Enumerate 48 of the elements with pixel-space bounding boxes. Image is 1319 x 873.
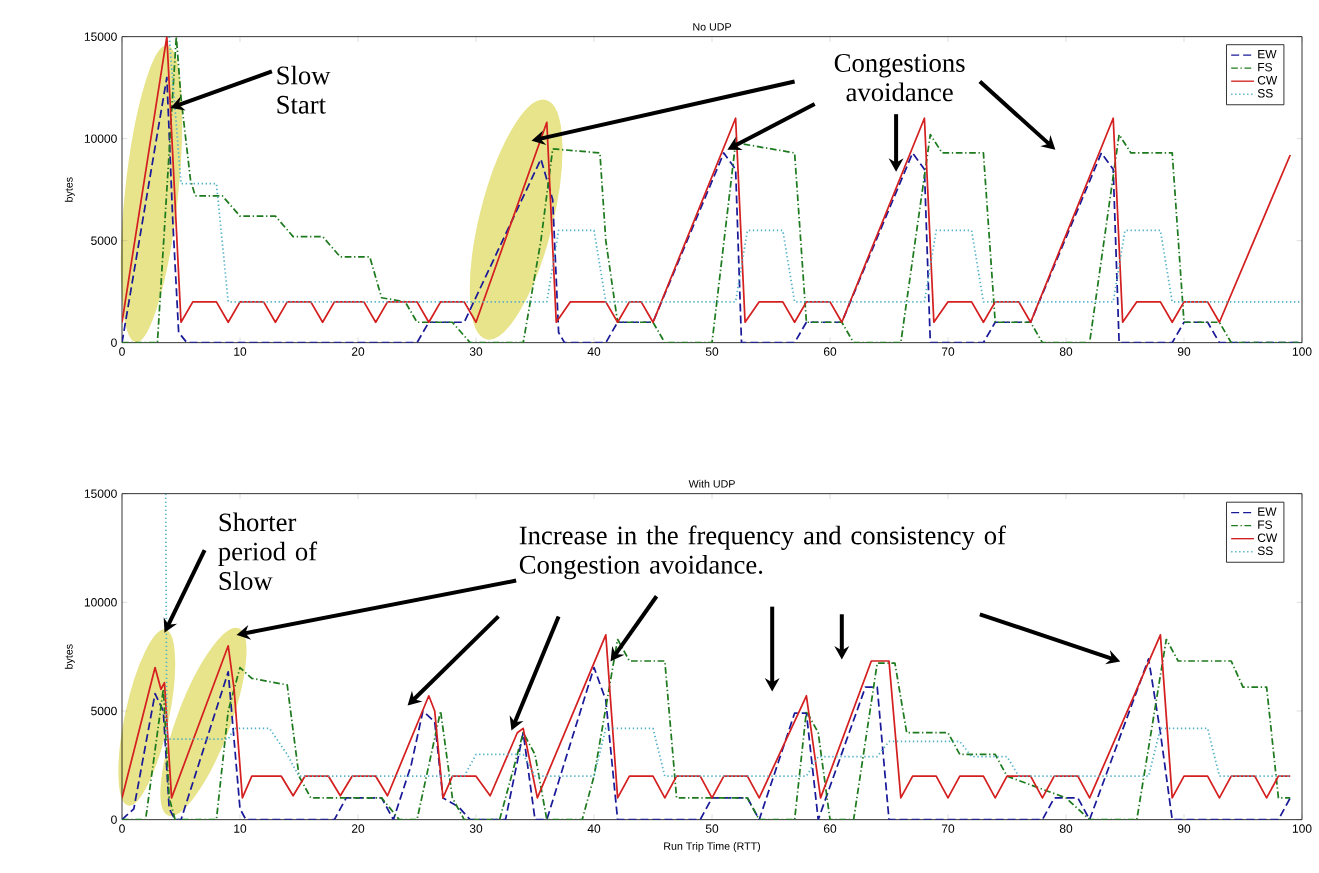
y-tick-label: 5000 (91, 236, 117, 245)
y-axis-title: bytes (64, 177, 75, 202)
x-tick-label: 90 (1177, 824, 1191, 833)
y-tick-label: 10000 (84, 134, 117, 143)
line-series (164, 493, 1292, 778)
y-tick-label: 5000 (91, 706, 117, 716)
x-tick-label: 20 (351, 347, 365, 356)
x-tick-label: 40 (587, 824, 601, 833)
annotation: Increase in the frequency and consistency of Congestion avoidance. (519, 525, 1006, 580)
legend-label: FS (1258, 520, 1273, 529)
x-tick-label: 10 (234, 347, 247, 356)
x-tick-label: 50 (705, 824, 719, 833)
legend-label: EW (1258, 507, 1277, 516)
legend-label: CW (1257, 75, 1278, 85)
annotation: Slow Start (277, 65, 331, 114)
x-tick-label: 60 (823, 824, 837, 833)
x-tick-label: 70 (941, 824, 955, 833)
x-tick-label: 20 (351, 824, 365, 833)
x-tick-label: 30 (469, 824, 483, 833)
x-tick-label: 10 (234, 824, 247, 833)
chart-title: No UDP (693, 23, 731, 31)
x-axis-title: Run Trip Time (RTT) (664, 842, 761, 852)
x-tick-label: 90 (1177, 347, 1191, 356)
y-tick-label: 15000 (84, 32, 117, 41)
x-tick-label: 80 (1059, 824, 1073, 833)
y-tick-label: 0 (111, 338, 117, 347)
legend-label: SS (1257, 546, 1273, 556)
x-tick-label: 100 (1292, 347, 1312, 356)
x-tick-label: 30 (469, 347, 483, 356)
chart-title: With UDP (688, 479, 735, 488)
y-axis-title: bytes (64, 644, 75, 669)
x-tick-label: 50 (705, 347, 719, 356)
y-tick-label: 15000 (84, 489, 117, 498)
legend-label: EW (1258, 50, 1277, 59)
x-tick-label: 100 (1292, 824, 1312, 833)
x-tick-label: 40 (587, 347, 601, 356)
annotation: Congestions avoidance (834, 54, 965, 102)
y-tick-label: 10000 (84, 598, 117, 607)
legend-label: FS (1258, 62, 1273, 72)
x-tick-label: 80 (1059, 347, 1073, 356)
y-tick-label: 0 (111, 815, 117, 824)
x-tick-label: 70 (941, 347, 955, 356)
x-tick-label: 60 (823, 347, 837, 356)
legend-label: SS (1257, 89, 1273, 98)
x-tick-label: 0 (119, 824, 125, 833)
annotation: Shorter period of Slow (218, 512, 318, 590)
x-tick-label: 0 (119, 347, 125, 356)
legend-label: CW (1257, 533, 1278, 543)
